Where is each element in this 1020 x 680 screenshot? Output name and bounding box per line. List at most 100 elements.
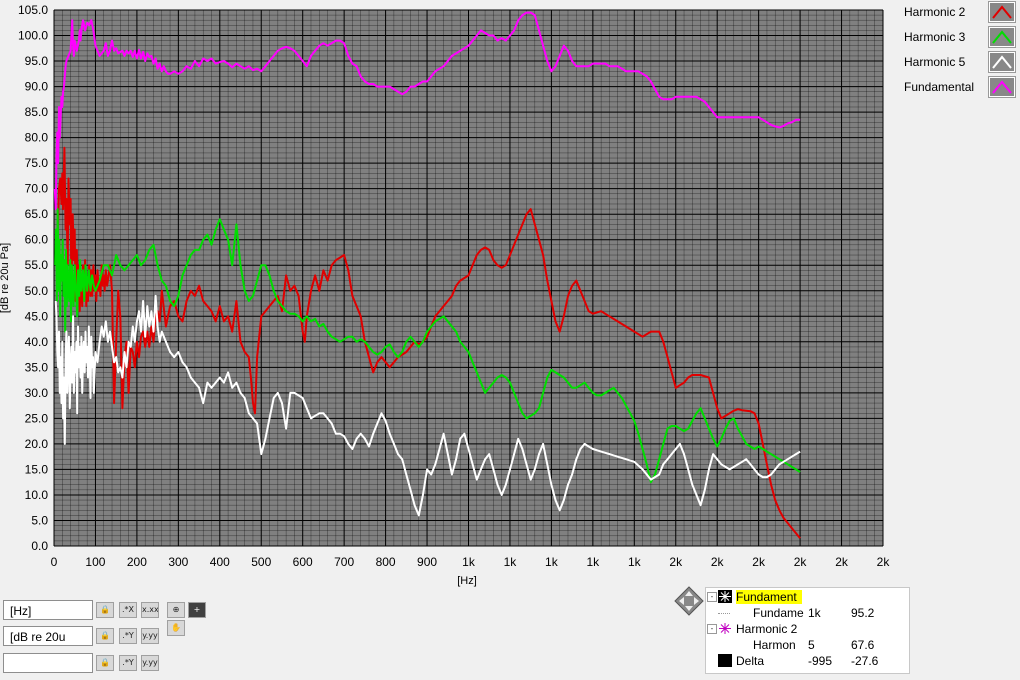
y-tick-label: 25.0 — [25, 411, 49, 425]
x-tick-label: 200 — [127, 555, 147, 569]
series-line-harmonic-2 — [55, 146, 801, 539]
series-line-harmonic-5 — [54, 294, 801, 517]
x-tick-label: 0 — [51, 555, 58, 569]
legend-item-harmonic-2[interactable]: Harmonic 2 — [900, 0, 1018, 25]
x-scale-name-field[interactable]: [Hz] — [3, 600, 93, 620]
x-tick-label: 2k — [794, 555, 808, 569]
cursor-plot-name: Harmon — [753, 638, 796, 652]
tree-line — [718, 613, 730, 614]
cursor-row-harmonic-2[interactable]: - Harmonic 2 — [706, 621, 909, 637]
x-tick-label: 700 — [334, 555, 354, 569]
y-tick-label: 95.0 — [25, 54, 49, 68]
cursor-delta-label: Delta — [736, 654, 765, 668]
y-tick-label: 40.0 — [25, 335, 49, 349]
delta-swatch-icon — [718, 654, 732, 667]
x-tick-label: 1k — [628, 555, 642, 569]
cursor-mover-icon[interactable] — [674, 586, 704, 616]
series-line-harmonic-3 — [54, 208, 801, 484]
cursor-row-delta: Delta -995 -27.6 — [706, 653, 909, 669]
third-format-button[interactable]: y.yy — [141, 655, 159, 671]
line-style-icon[interactable] — [989, 2, 1015, 22]
y-tick-label: 5.0 — [31, 513, 48, 527]
x-tick-label: 300 — [168, 555, 188, 569]
y-tick-label: 105.0 — [18, 3, 48, 17]
series-line-fundamental — [53, 11, 801, 211]
x-tick-label: 2k — [835, 555, 849, 569]
line-style-icon[interactable] — [989, 52, 1015, 72]
collapse-icon[interactable]: - — [707, 624, 717, 634]
x-tick-label: 1k — [587, 555, 601, 569]
legend-item-harmonic-3[interactable]: Harmonic 3 — [900, 25, 1018, 50]
zoom-icon[interactable]: ⊕ — [167, 602, 185, 618]
x-tick-label: 1k — [545, 555, 559, 569]
y-tick-label: 100.0 — [18, 29, 48, 43]
cursor-delta-y: -27.6 — [851, 654, 879, 668]
y-tick-label: 45.0 — [25, 309, 49, 323]
y-axis-title: [dB re 20u Pa] — [0, 243, 11, 313]
cursor-delta-x: -995 — [808, 654, 833, 668]
legend-item-fundamental[interactable]: Fundamental — [900, 75, 1018, 100]
cursor-x-value: 5 — [808, 638, 815, 652]
x-tick-label: 600 — [293, 555, 313, 569]
x-tick-label: 1k — [462, 555, 476, 569]
y-tick-label: 85.0 — [25, 105, 49, 119]
y-tick-label: 30.0 — [25, 386, 49, 400]
y-scale-name-field[interactable]: [dB re 20u — [3, 626, 93, 646]
y-tick-label: 55.0 — [25, 258, 49, 272]
pan-hand-icon[interactable]: ✋ — [167, 620, 185, 636]
x-tick-label: 2k — [669, 555, 683, 569]
x-autoscale-button[interactable]: .*X — [119, 602, 137, 618]
x-tick-label: 900 — [417, 555, 437, 569]
y-tick-label: 35.0 — [25, 360, 49, 374]
x-lock-icon[interactable]: 🔒 — [96, 602, 114, 618]
y-format-button[interactable]: y.yy — [141, 628, 159, 644]
cursor-row-fundamental[interactable]: - Fundament — [706, 589, 909, 605]
y-tick-label: 0.0 — [31, 539, 48, 553]
spectrum-chart[interactable]: 0.0 5.0 10.0 15.0 20.0 25.0 30.0 35.0 40.0 45.0 50… — [0, 0, 1020, 600]
cursor-plot-name: Fundame — [753, 606, 804, 620]
legend-label: Harmonic 5 — [904, 55, 966, 69]
legend-label: Harmonic 3 — [904, 30, 966, 44]
cursor-crosshair-icon[interactable]: + — [188, 602, 206, 618]
y-tick-label: 10.0 — [25, 488, 49, 502]
x-tick-label: 800 — [376, 555, 396, 569]
legend-label: Harmonic 2 — [904, 5, 966, 19]
x-tick-label: 2k — [711, 555, 725, 569]
cursor-name[interactable]: Harmonic 2 — [736, 622, 798, 636]
y-tick-label: 90.0 — [25, 80, 49, 94]
collapse-icon[interactable]: - — [707, 592, 717, 602]
y-tick-label: 15.0 — [25, 462, 49, 476]
cursor-y-value: 67.6 — [851, 638, 875, 652]
legend-line-harmonic-5 — [992, 55, 1012, 69]
legend-item-harmonic-5[interactable]: Harmonic 5 — [900, 50, 1018, 75]
cursor-style-icon[interactable] — [718, 622, 732, 635]
cursor-style-icon[interactable] — [718, 590, 732, 603]
y-tick-label: 75.0 — [25, 156, 49, 170]
third-autoscale-button[interactable]: .*Y — [119, 655, 137, 671]
y-tick-label: 50.0 — [25, 284, 49, 298]
cursor-row-harmonic-2-values: Harmon 5 67.6 — [706, 637, 909, 653]
third-lock-icon[interactable]: 🔒 — [96, 655, 114, 671]
third-scale-name-field[interactable] — [3, 653, 93, 673]
y-axis-ticks: 0.0 5.0 10.0 15.0 20.0 25.0 30.0 35.0 40.0 45.0 50… — [18, 3, 48, 553]
y-autoscale-button[interactable]: .*Y — [119, 628, 137, 644]
cursor-legend: - Fundament Fundame 1k 95.2 - Harmonic 2… — [705, 587, 910, 674]
x-axis-ticks: 0 100 200 300 400 500 600 700 800 900 1k 1k 1k 1k 1k 2k… — [51, 555, 891, 569]
cursor-x-value: 1k — [808, 606, 821, 620]
legend-label: Fundamental — [904, 80, 975, 94]
x-tick-label: 2k — [752, 555, 766, 569]
y-lock-icon[interactable]: 🔒 — [96, 628, 114, 644]
x-tick-label: 1k — [504, 555, 518, 569]
y-tick-label: 70.0 — [25, 182, 49, 196]
x-tick-label: 400 — [210, 555, 230, 569]
x-format-button[interactable]: x.xx — [141, 602, 159, 618]
y-tick-label: 65.0 — [25, 207, 49, 221]
y-tick-label: 20.0 — [25, 437, 49, 451]
line-style-icon[interactable] — [989, 27, 1015, 47]
y-tick-label: 60.0 — [25, 233, 49, 247]
plot-legend: Harmonic 2 Harmonic 3 Harmonic 5 Fundame… — [900, 0, 1018, 100]
legend-line-fundamental — [992, 80, 1012, 94]
line-style-icon[interactable] — [989, 77, 1015, 97]
cursor-name[interactable]: Fundament — [736, 590, 802, 604]
legend-line-harmonic-2 — [992, 5, 1012, 19]
